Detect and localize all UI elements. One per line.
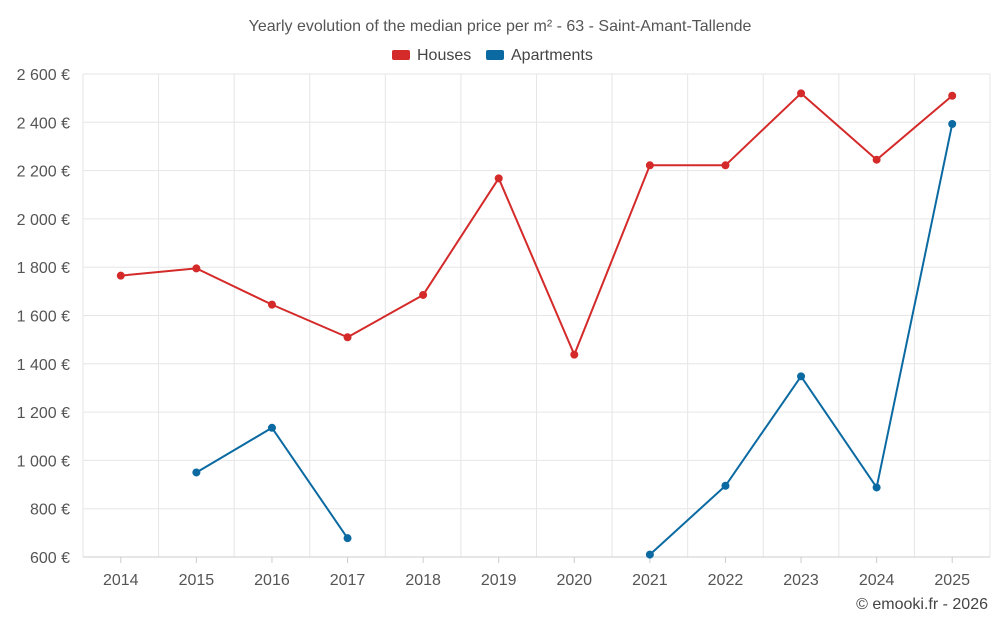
data-point-apartments [721, 481, 730, 490]
data-point-apartments [948, 119, 957, 128]
series-layer [116, 89, 957, 559]
y-tick-label: 2 200 € [17, 164, 70, 181]
y-tick-label: 1 400 € [17, 357, 70, 374]
x-tick-label: 2017 [330, 572, 366, 589]
y-tick-label: 1 800 € [17, 260, 70, 277]
x-tick-label: 2021 [632, 572, 668, 589]
legend-swatch-apartments [486, 50, 504, 60]
data-point-apartments [797, 372, 806, 381]
legend-label-houses: Houses [417, 47, 471, 64]
x-tick-label: 2019 [481, 572, 517, 589]
data-point-apartments [267, 423, 276, 432]
y-tick-label: 2 400 € [17, 115, 70, 132]
legend-item-apartments[interactable]: Apartments [486, 47, 593, 64]
series-line-apartments [195, 426, 349, 539]
series-apartments [192, 119, 957, 559]
series-line-apartments [649, 123, 954, 556]
legend-label-apartments: Apartments [511, 47, 593, 64]
data-point-apartments [872, 483, 881, 492]
y-tick-label: 1 000 € [17, 453, 70, 470]
x-axis: 2014 2015 2016 2017 2018 2019 2020 2021 2022 2023… [83, 556, 990, 589]
data-point-houses [797, 89, 806, 98]
legend: Houses Apartments [392, 47, 593, 64]
x-tick-label: 2025 [934, 572, 970, 589]
y-tick-label: 2 000 € [17, 212, 70, 229]
x-tick-label: 2018 [405, 572, 441, 589]
data-point-houses [721, 161, 730, 170]
series-houses [116, 89, 957, 359]
data-point-houses [494, 174, 503, 183]
data-point-houses [645, 161, 654, 170]
x-tick-label: 2015 [179, 572, 215, 589]
data-point-houses [872, 155, 881, 164]
y-axis: 600 € 800 € 1 000 € 1 200 € 1 400 € 1 600 € 1 … [17, 67, 70, 567]
y-tick-label: 800 € [30, 502, 70, 519]
data-point-houses [570, 350, 579, 359]
series-line-houses [120, 92, 953, 356]
grid [82, 73, 991, 558]
x-tick-label: 2023 [783, 572, 819, 589]
chart-title: Yearly evolution of the median price per… [249, 18, 752, 35]
data-point-houses [116, 271, 125, 280]
y-tick-label: 1 600 € [17, 309, 70, 326]
x-tick-label: 2022 [708, 572, 744, 589]
y-tick-label: 1 200 € [17, 405, 70, 422]
data-point-apartments [645, 550, 654, 559]
y-tick-label: 2 600 € [17, 67, 70, 84]
y-tick-label: 600 € [30, 550, 70, 567]
x-tick-label: 2016 [254, 572, 290, 589]
legend-swatch-houses [392, 50, 410, 60]
data-point-houses [419, 290, 428, 299]
credit-text: © emooki.fr - 2026 [856, 596, 988, 613]
data-point-apartments [192, 468, 201, 477]
legend-item-houses[interactable]: Houses [392, 47, 471, 64]
data-point-houses [948, 91, 957, 100]
x-tick-label: 2024 [859, 572, 895, 589]
data-point-apartments [343, 534, 352, 543]
data-point-houses [267, 300, 276, 309]
data-point-houses [343, 333, 352, 342]
data-point-houses [192, 264, 201, 273]
x-tick-label: 2020 [556, 572, 592, 589]
x-tick-label: 2014 [103, 572, 139, 589]
